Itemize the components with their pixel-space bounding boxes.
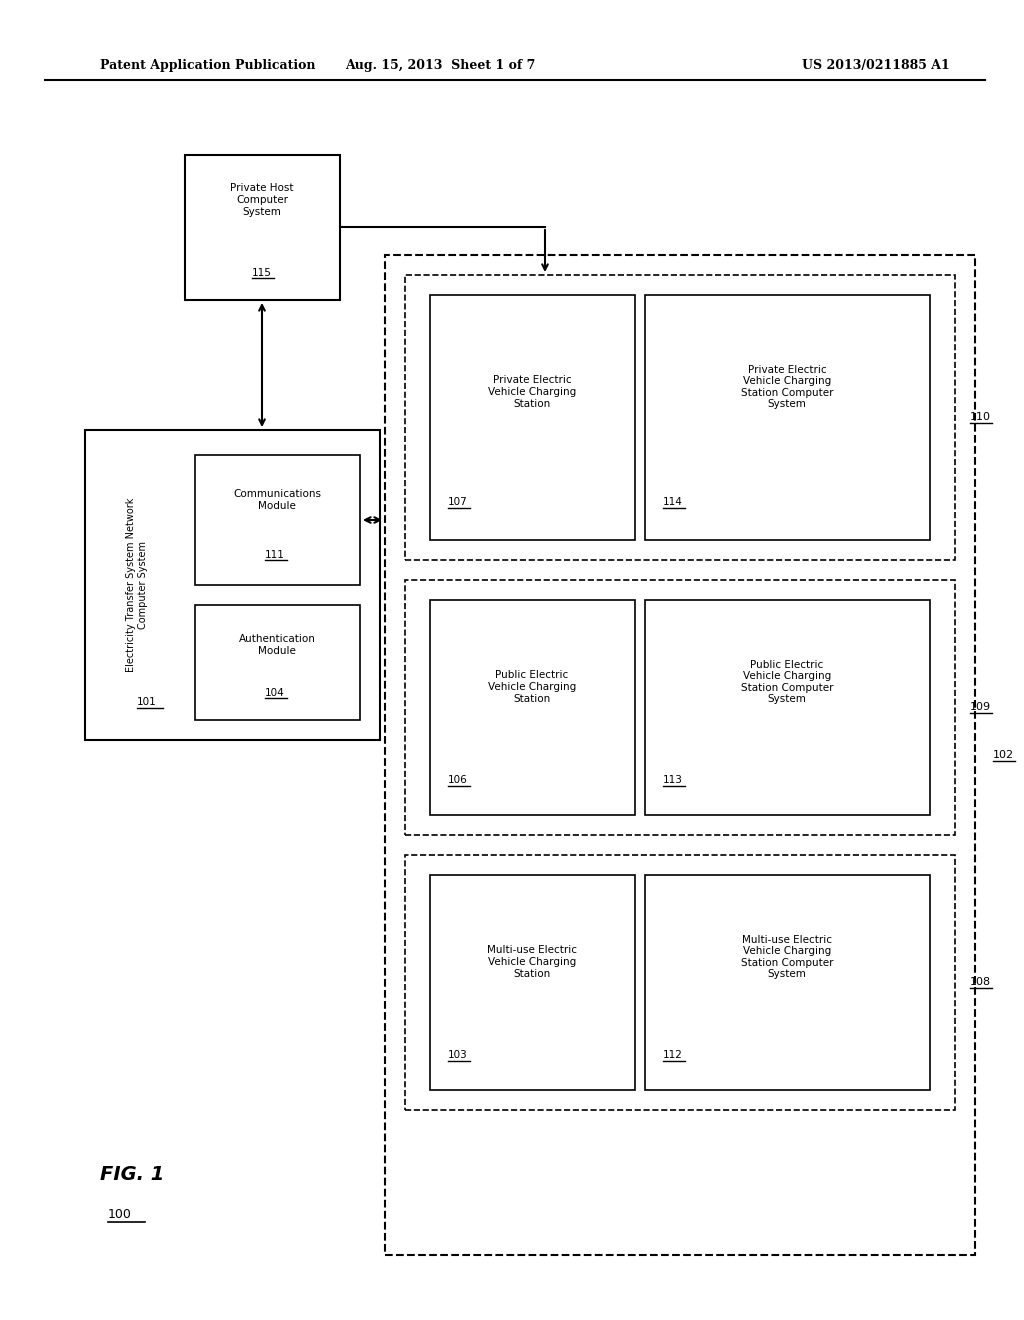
Text: Private Electric
Vehicle Charging
Station: Private Electric Vehicle Charging Statio… <box>487 375 577 409</box>
Text: 113: 113 <box>663 775 683 785</box>
Bar <box>430 875 635 1090</box>
Bar <box>85 430 380 741</box>
Text: 100: 100 <box>108 1209 132 1221</box>
Bar <box>195 455 360 585</box>
Text: Private Electric
Vehicle Charging
Station Computer
System: Private Electric Vehicle Charging Statio… <box>740 364 834 409</box>
Text: 102: 102 <box>993 750 1014 760</box>
Bar <box>406 579 955 836</box>
Text: Multi-use Electric
Vehicle Charging
Station Computer
System: Multi-use Electric Vehicle Charging Stat… <box>740 935 834 979</box>
Text: 103: 103 <box>449 1049 468 1060</box>
Text: Public Electric
Vehicle Charging
Station: Public Electric Vehicle Charging Station <box>487 671 577 704</box>
Text: Patent Application Publication: Patent Application Publication <box>100 58 315 71</box>
Bar <box>645 294 930 540</box>
Text: 106: 106 <box>449 775 468 785</box>
Text: Aug. 15, 2013  Sheet 1 of 7: Aug. 15, 2013 Sheet 1 of 7 <box>345 58 536 71</box>
Bar <box>645 875 930 1090</box>
Text: Private Host
Computer
System: Private Host Computer System <box>230 183 294 216</box>
Text: Authentication
Module: Authentication Module <box>239 634 315 656</box>
Bar <box>385 255 975 1255</box>
Text: 101: 101 <box>137 697 157 708</box>
Text: US 2013/0211885 A1: US 2013/0211885 A1 <box>802 58 950 71</box>
Text: Public Electric
Vehicle Charging
Station Computer
System: Public Electric Vehicle Charging Station… <box>740 660 834 705</box>
Text: 104: 104 <box>265 688 285 698</box>
Text: Electricity Transfer System Network
Computer System: Electricity Transfer System Network Comp… <box>126 498 147 672</box>
Text: 109: 109 <box>970 702 991 711</box>
Bar <box>185 154 340 300</box>
Text: 114: 114 <box>663 498 683 507</box>
Bar <box>430 294 635 540</box>
Bar <box>406 855 955 1110</box>
Text: 108: 108 <box>970 977 991 987</box>
Text: 107: 107 <box>449 498 468 507</box>
Text: FIG. 1: FIG. 1 <box>100 1166 165 1184</box>
Bar <box>645 601 930 814</box>
Text: 111: 111 <box>265 550 285 560</box>
Text: Multi-use Electric
Vehicle Charging
Station: Multi-use Electric Vehicle Charging Stat… <box>487 945 577 978</box>
Text: 112: 112 <box>663 1049 683 1060</box>
Text: Communications
Module: Communications Module <box>233 490 321 511</box>
Text: 110: 110 <box>970 412 991 422</box>
Text: 115: 115 <box>252 268 272 279</box>
Bar <box>406 275 955 560</box>
Bar <box>430 601 635 814</box>
Bar <box>195 605 360 719</box>
